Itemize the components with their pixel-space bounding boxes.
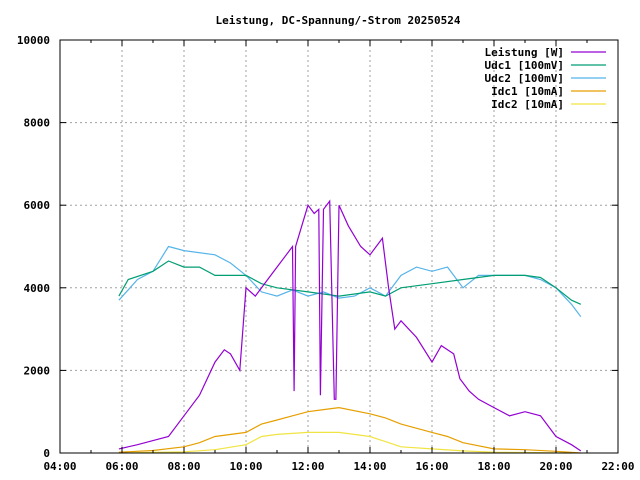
legend-label: Leistung [W] [485,46,564,59]
x-tick-label: 04:00 [43,460,76,473]
chart-title: Leistung, DC-Spannung/-Strom 20250524 [215,14,460,27]
y-tick-label: 2000 [24,364,51,377]
legend-label: Idc2 [10mA] [491,98,564,111]
y-tick-label: 4000 [24,282,51,295]
y-tick-label: 6000 [24,199,51,212]
series-line-idc2 [118,431,572,454]
legend-label: Idc1 [10mA] [491,85,564,98]
x-tick-label: 20:00 [539,460,572,473]
series-line-leistung [118,199,582,452]
legend: Leistung [W]Udc1 [100mV]Udc2 [100mV]Idc1… [485,46,606,111]
x-tick-label: 22:00 [601,460,634,473]
y-tick-label: 10000 [17,34,50,47]
series-line-idc1 [118,406,581,454]
x-tick-label: 14:00 [353,460,386,473]
x-tick-label: 18:00 [477,460,510,473]
x-tick-label: 06:00 [105,460,138,473]
y-tick-label: 0 [43,447,50,460]
series-line-udc1 [118,260,582,305]
x-tick-label: 12:00 [291,460,324,473]
x-tick-label: 08:00 [167,460,200,473]
y-tick-label: 8000 [24,117,51,130]
x-tick-label: 10:00 [229,460,262,473]
legend-label: Udc2 [100mV] [485,72,564,85]
legend-label: Udc1 [100mV] [485,59,564,72]
series-line-udc2 [118,245,582,318]
x-tick-label: 16:00 [415,460,448,473]
